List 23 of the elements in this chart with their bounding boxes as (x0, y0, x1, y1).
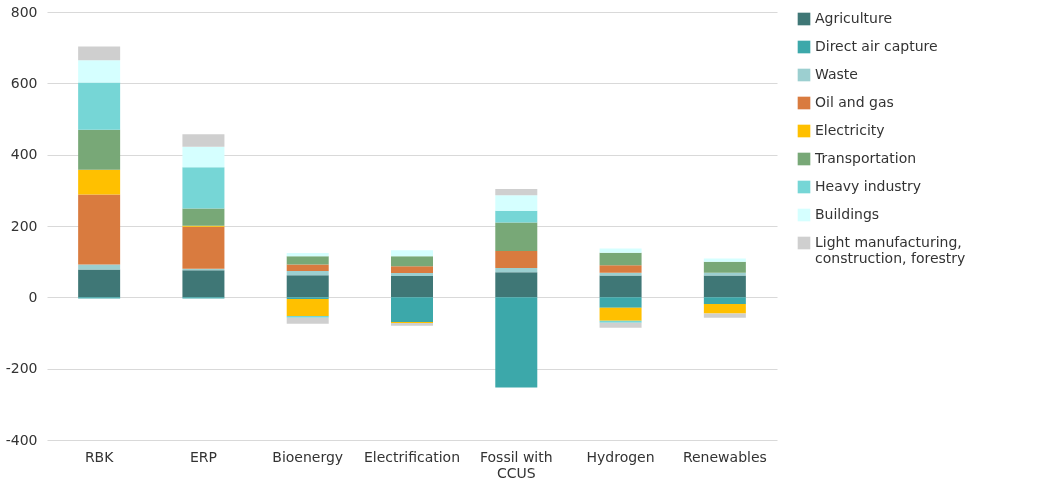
legend-label: Buildings (815, 206, 880, 222)
legend-label: Agriculture (815, 10, 892, 26)
legend-label: Direct air capture (815, 38, 938, 54)
y-tick-label: -400 (5, 431, 38, 448)
y-tick-label: 800 (10, 3, 38, 20)
legend-label: Heavy industry (815, 178, 922, 194)
x-tick-label: Hydrogen (586, 448, 655, 465)
y-tick-label: -200 (5, 360, 38, 377)
x-tick-label: Electrification (363, 448, 461, 465)
x-tick-label: Fossil with CCUS (479, 448, 553, 481)
legend-label: Waste (815, 66, 858, 82)
x-tick-label: ERP (189, 448, 217, 465)
y-tick-label: 400 (10, 146, 38, 163)
legend-label: Transportation (814, 150, 917, 166)
legend-label: Oil and gas (815, 94, 894, 110)
x-tick-label: Renewables (682, 448, 767, 465)
y-tick-label: 0 (28, 288, 38, 305)
legend-label: Electricity (815, 122, 885, 138)
x-tick-label: RBK (84, 448, 115, 465)
legend-label: Light manufacturing, construction, forestry (815, 234, 966, 266)
y-tick-label: 600 (10, 74, 38, 91)
y-tick-label: 200 (10, 217, 38, 234)
x-tick-label: Bioenergy (272, 448, 344, 465)
